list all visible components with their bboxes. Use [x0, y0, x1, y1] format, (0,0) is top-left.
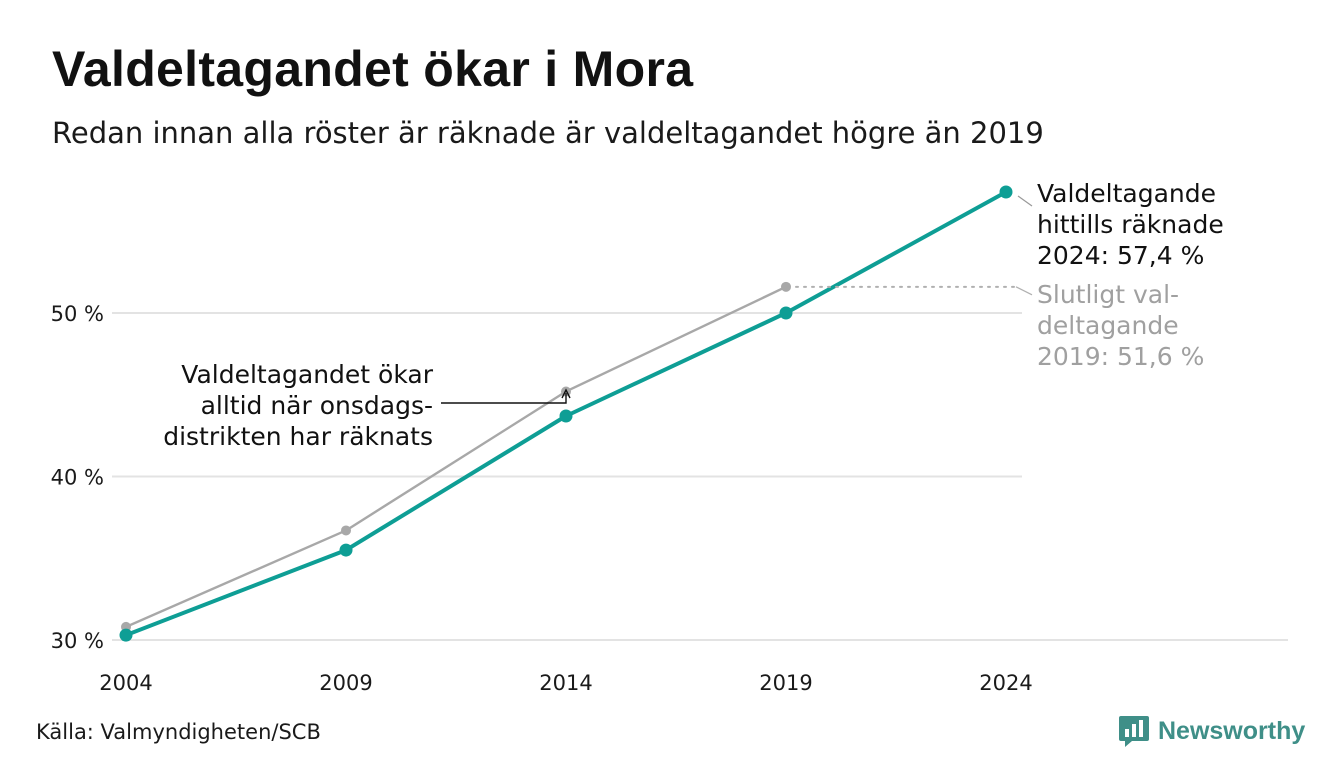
- annotation-current-line: 2024: 57,4 %: [1037, 241, 1204, 270]
- source-note: Källa: Valmyndigheten/SCB: [36, 720, 321, 744]
- y-tick-label: 50 %: [51, 302, 104, 326]
- y-tick-label: 40 %: [51, 465, 104, 489]
- y-tick-label: 30 %: [51, 629, 104, 653]
- annotation-final-line: Slutligt val-: [1037, 280, 1179, 309]
- brand-logo: Newsworthy: [1118, 714, 1305, 748]
- annotation-arrow-head: [561, 388, 571, 399]
- data-point-hittills: [559, 409, 573, 423]
- newsworthy-logo-icon: [1119, 716, 1149, 747]
- chart-title: Valdeltagandet ökar i Mora: [52, 41, 694, 97]
- annotation-note-line: Valdeltagandet ökar: [181, 360, 433, 389]
- data-point-hittills: [119, 628, 133, 642]
- series-group: [119, 185, 1013, 642]
- annotation-leader-current: [1017, 195, 1033, 207]
- annotation-note-line: alltid när onsdags-: [201, 391, 433, 420]
- gridlines: [112, 311, 1288, 641]
- x-axis-ticks: 2004 2009 2014 2019 2024: [99, 671, 1032, 695]
- annotation-leader-final: [1015, 286, 1033, 296]
- brand-name: Newsworthy: [1158, 716, 1306, 745]
- annotation-note-line: distrikten har räknats: [163, 422, 433, 451]
- x-tick-label: 2024: [979, 671, 1032, 695]
- data-point-slutligt: [781, 281, 791, 292]
- x-tick-label: 2009: [319, 671, 372, 695]
- x-tick-label: 2014: [539, 671, 592, 695]
- data-point-hittills: [339, 543, 353, 557]
- annotation-final-line: 2019: 51,6 %: [1037, 342, 1204, 371]
- data-point-hittills: [779, 306, 793, 320]
- x-tick-label: 2019: [759, 671, 812, 695]
- annotation-final-line: deltagande: [1037, 311, 1179, 340]
- series-line-slutligt: [124, 285, 788, 629]
- x-tick-label: 2004: [99, 671, 152, 695]
- annotation-arrow-line: [441, 393, 567, 404]
- annotation-current-line: hittills räknade: [1037, 210, 1224, 239]
- annotation-current-line: Valdeltagande: [1037, 179, 1216, 208]
- data-point-slutligt: [341, 525, 351, 536]
- data-point-hittills: [999, 185, 1013, 199]
- chart-subtitle: Redan innan alla röster är räknade är va…: [52, 116, 1044, 150]
- y-axis-ticks: 30 % 40 % 50 %: [51, 302, 104, 653]
